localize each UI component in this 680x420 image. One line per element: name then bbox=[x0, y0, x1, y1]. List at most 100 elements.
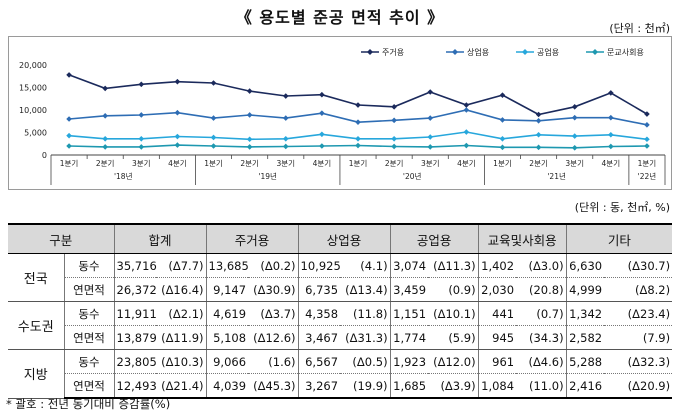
x-tick-label: 3분기 bbox=[132, 159, 151, 168]
change-rate-cell: (Δ12.0) bbox=[428, 349, 479, 374]
data-point bbox=[535, 131, 542, 138]
change-rate-cell: (Δ45.3) bbox=[248, 373, 299, 399]
data-point bbox=[608, 114, 614, 121]
data-point bbox=[571, 114, 578, 121]
x-tick-label: 2분기 bbox=[385, 159, 404, 168]
data-point bbox=[427, 134, 434, 140]
change-rate-cell: (Δ30.9) bbox=[248, 277, 299, 302]
data-point bbox=[174, 78, 181, 85]
data-point bbox=[246, 144, 253, 150]
data-point bbox=[391, 136, 397, 142]
region-cell: 전국 bbox=[8, 253, 65, 302]
change-rate-cell: (Δ4.6) bbox=[516, 349, 567, 374]
data-point bbox=[463, 129, 470, 135]
change-rate-cell: (11.0) bbox=[516, 373, 567, 399]
value-cell: 4,039 bbox=[206, 373, 249, 399]
x-tick-label: 1분기 bbox=[349, 159, 368, 168]
data-point bbox=[102, 85, 108, 92]
value-cell: 23,805 bbox=[114, 349, 157, 374]
data-point bbox=[174, 109, 181, 116]
footnote: * 괄호 : 전년 동기대비 증감률(%) bbox=[6, 397, 171, 411]
change-rate-cell: (19.9) bbox=[340, 373, 391, 399]
data-point bbox=[355, 142, 361, 149]
change-rate-cell: (Δ12.6) bbox=[248, 325, 299, 350]
table-header-other: 기타 bbox=[565, 223, 673, 254]
change-rate-cell: (Δ3.0) bbox=[516, 253, 567, 278]
value-cell: 6,735 bbox=[298, 277, 341, 302]
data-point bbox=[319, 131, 325, 138]
x-tick-label: 4분기 bbox=[168, 159, 187, 168]
value-cell: 1,342 bbox=[566, 301, 605, 326]
data-point bbox=[210, 134, 217, 141]
value-cell: 9,066 bbox=[206, 349, 249, 374]
y-tick-label: 10,000 bbox=[19, 106, 47, 115]
value-cell: 4,358 bbox=[298, 301, 341, 326]
change-rate-cell: (Δ3.7) bbox=[248, 301, 299, 326]
data-point bbox=[174, 142, 181, 148]
metric-cell: 연면적 bbox=[64, 373, 115, 399]
change-rate-cell: (Δ32.3) bbox=[604, 349, 673, 374]
value-cell: 5,288 bbox=[566, 349, 605, 374]
data-point bbox=[608, 143, 614, 150]
change-rate-cell: (7.9) bbox=[604, 325, 673, 350]
data-point bbox=[282, 143, 289, 150]
metric-cell: 동수 bbox=[64, 301, 115, 326]
value-cell: 35,716 bbox=[114, 253, 157, 278]
data-point bbox=[535, 144, 542, 151]
change-rate-cell: (Δ10.3) bbox=[156, 349, 207, 374]
data-point bbox=[463, 142, 470, 149]
data-point bbox=[535, 111, 542, 118]
value-cell: 1,685 bbox=[390, 373, 429, 399]
year-label: '19년 bbox=[258, 171, 277, 181]
x-tick-label: 1분기 bbox=[638, 159, 657, 168]
data-point bbox=[644, 111, 650, 117]
legend-marker bbox=[367, 49, 373, 55]
data-point bbox=[282, 136, 289, 142]
change-rate-cell: (Δ13.4) bbox=[340, 277, 391, 302]
table-header-total: 합계 bbox=[113, 223, 207, 254]
y-tick-label: 0 bbox=[42, 151, 47, 160]
value-cell: 3,467 bbox=[298, 325, 341, 350]
data-point bbox=[571, 133, 578, 139]
data-point bbox=[66, 72, 72, 78]
change-rate-cell: (1.6) bbox=[248, 349, 299, 374]
x-tick-label: 1분기 bbox=[493, 159, 512, 168]
data-point bbox=[463, 107, 470, 113]
legend-marker bbox=[522, 49, 528, 55]
value-cell: 6,567 bbox=[298, 349, 341, 374]
data-point bbox=[210, 80, 217, 86]
change-rate-cell: (34.3) bbox=[516, 325, 567, 350]
region-cell: 지방 bbox=[8, 349, 65, 399]
data-point bbox=[571, 145, 578, 151]
x-tick-label: 1분기 bbox=[60, 159, 79, 168]
data-point bbox=[499, 144, 506, 151]
data-point bbox=[391, 117, 397, 124]
table-header-category: 구분 bbox=[8, 223, 115, 254]
data-point bbox=[319, 91, 325, 98]
table-row: 연면적 26,372 (Δ16.4) 9,147 (Δ30.9) 6,735 (Δ13.4)… bbox=[8, 277, 673, 302]
x-tick-label: 4분기 bbox=[457, 159, 476, 168]
data-point bbox=[499, 117, 506, 123]
change-rate-cell: (0.9) bbox=[428, 277, 479, 302]
data-point bbox=[66, 116, 72, 122]
data-point bbox=[102, 113, 108, 119]
change-rate-cell: (5.9) bbox=[428, 325, 479, 350]
data-point bbox=[210, 143, 217, 149]
change-rate-cell: (20.8) bbox=[516, 277, 567, 302]
data-point bbox=[66, 132, 72, 139]
data-point bbox=[608, 131, 614, 138]
x-tick-label: 2분기 bbox=[240, 159, 259, 168]
metric-cell: 연면적 bbox=[64, 325, 115, 350]
legend-marker bbox=[452, 49, 458, 55]
table-header-residential: 주거용 bbox=[205, 223, 299, 254]
data-point bbox=[499, 92, 506, 98]
chart-panel: 0 5,000 10,000 15,000 20,000 1분기 2분기 3분기 4분기 1분기 2… bbox=[8, 36, 672, 190]
change-rate-cell: (0.7) bbox=[516, 301, 567, 326]
change-rate-cell: (Δ20.9) bbox=[604, 373, 673, 399]
year-label: '18년 bbox=[114, 171, 133, 181]
x-tick-label: 1분기 bbox=[204, 159, 223, 168]
change-rate-cell: (Δ30.7) bbox=[604, 253, 673, 278]
change-rate-cell: (11.8) bbox=[340, 301, 391, 326]
data-point bbox=[138, 81, 145, 88]
value-cell: 1,151 bbox=[390, 301, 429, 326]
